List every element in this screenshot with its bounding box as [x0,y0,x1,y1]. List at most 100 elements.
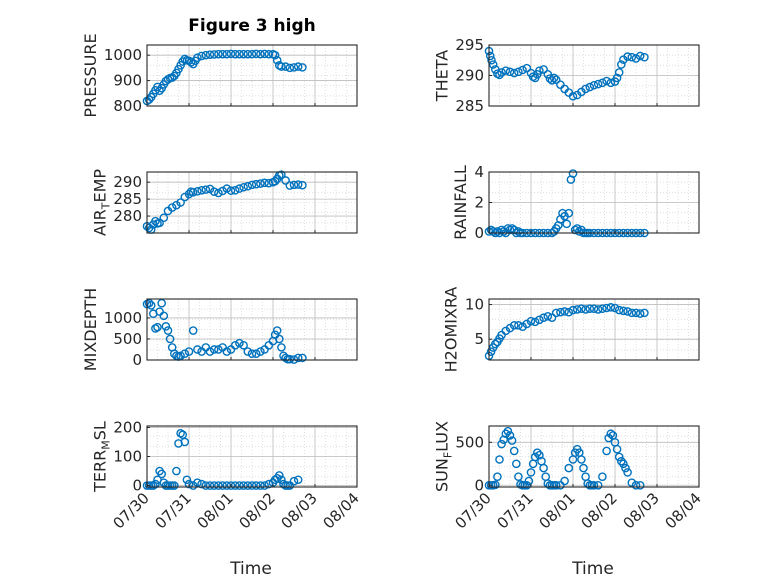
data-point [562,219,572,229]
data-point [568,91,578,101]
data-point [243,49,253,59]
data-point [205,50,215,59]
data-point [239,182,248,192]
x-tick-label: 08/03 [278,489,321,532]
data-point [264,49,274,59]
data-point [593,480,603,490]
data-point [243,347,253,356]
data-point [623,468,632,477]
data-point [209,187,219,196]
data-point [230,49,240,59]
data-point [151,216,160,226]
y-axis-label: SUNFLUX [432,421,454,492]
data-point [256,347,265,356]
data-point [501,429,511,439]
data-point [178,57,187,66]
x-tick-label: 07/30 [452,489,495,532]
data-point [556,307,565,317]
data-point [512,459,521,469]
y-axis-label: PRESSURE [81,33,100,117]
y-axis-label: H2OMIXRA [442,287,461,373]
data-point [188,326,198,335]
data-point [247,49,257,59]
data-point [184,479,194,489]
data-point [285,63,295,73]
data-point [522,63,532,73]
data-point [184,347,194,356]
x-axis-label-right: Time [571,559,614,579]
data-point [547,76,557,85]
data-point [226,481,236,490]
x-tick-label: 08/01 [536,489,579,532]
data-point [161,322,171,331]
data-point [256,179,265,188]
axes-box [488,298,700,361]
data-point [230,340,240,350]
data-point [543,69,553,79]
data-point [530,317,540,327]
data-point [289,63,299,72]
data-point [205,347,215,356]
data-point [293,62,303,71]
data-point [182,475,192,485]
y-tick-label: 10 [465,296,484,314]
data-point [144,95,154,104]
data-point [495,70,504,80]
data-point [222,481,232,490]
data-point [239,340,248,350]
data-point [602,76,611,86]
data-point [251,49,261,59]
data-point [293,180,303,189]
y-tick-label: 290 [113,173,142,191]
data-point [549,73,559,83]
data-point [197,51,206,61]
data-point [201,481,211,490]
data-point [640,52,649,62]
data-point [159,311,169,321]
data-point [514,321,523,330]
data-point [289,476,299,486]
data-point [235,338,244,348]
data-point [579,463,588,473]
data-point [205,481,215,490]
data-point [631,54,641,63]
data-point [159,213,169,223]
y-tick-label: 280 [113,207,142,225]
data-point [627,52,637,62]
data-point [260,178,269,188]
data-point [155,218,164,228]
data-point [524,476,534,486]
data-point [155,86,164,96]
data-point [243,181,253,191]
data-point [585,82,595,92]
data-point [247,349,257,358]
data-point [623,307,632,316]
y-tick-label: 4 [474,163,484,181]
axes-box [488,425,700,488]
data-point [495,455,504,464]
x-tick-label: 07/30 [110,489,153,532]
data-point [509,446,519,456]
data-point [577,455,586,464]
data-point [617,456,626,466]
data-point [184,189,194,199]
data-point [612,73,622,83]
x-tick-label: 08/04 [662,489,705,532]
y-tick-label: 500 [113,330,142,348]
data-point [539,65,548,74]
data-point [522,480,532,490]
data-point [551,75,561,85]
data-point [490,339,500,349]
data-point [235,481,244,490]
data-point [493,472,502,481]
data-point [610,303,620,313]
data-point [144,298,154,308]
y-tick-label: 1000 [104,46,142,64]
data-point [627,308,637,318]
x-tick-label: 08/02 [578,489,621,532]
data-point [256,481,265,490]
y-tick-label: 100 [113,448,142,466]
